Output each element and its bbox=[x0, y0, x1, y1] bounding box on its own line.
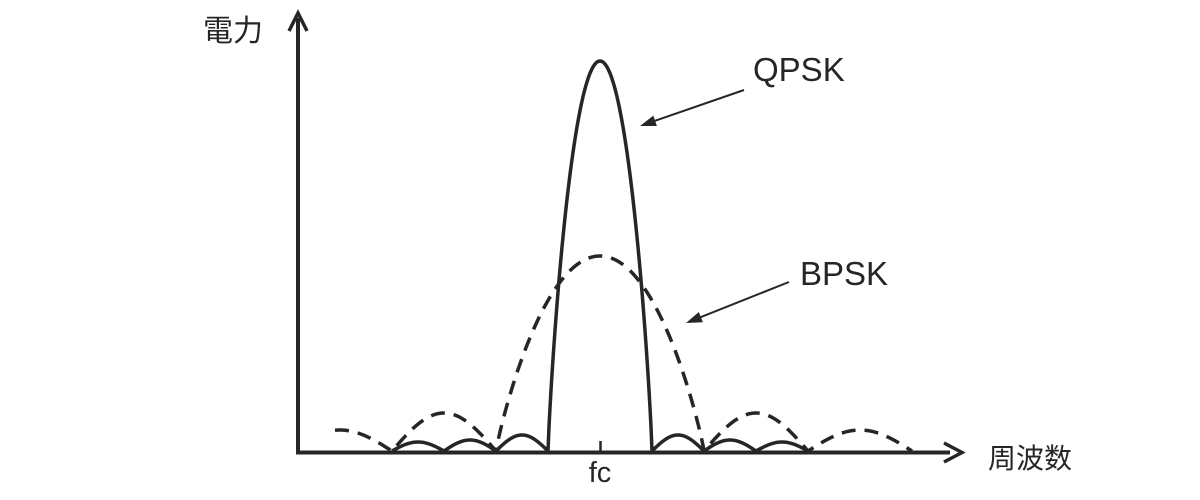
bpsk-annotation-arrow-line bbox=[696, 281, 790, 320]
qpsk-spectrum-curve bbox=[391, 59, 809, 453]
qpsk-curve-label: QPSK bbox=[753, 51, 845, 88]
bpsk-annotation-arrowhead-icon bbox=[686, 311, 703, 323]
x-axis-label: 周波数 bbox=[988, 443, 1073, 474]
qpsk-annotation-arrow-line bbox=[651, 89, 745, 124]
y-axis-label: 電力 bbox=[203, 15, 263, 48]
y-axis-arrowhead-icon bbox=[287, 9, 309, 32]
fc-tick-label: fc bbox=[588, 457, 612, 489]
bpsk-curve-label: BPSK bbox=[800, 255, 889, 292]
x-axis-arrowhead-icon bbox=[943, 441, 966, 464]
qpsk-annotation-arrowhead-icon bbox=[640, 115, 657, 126]
